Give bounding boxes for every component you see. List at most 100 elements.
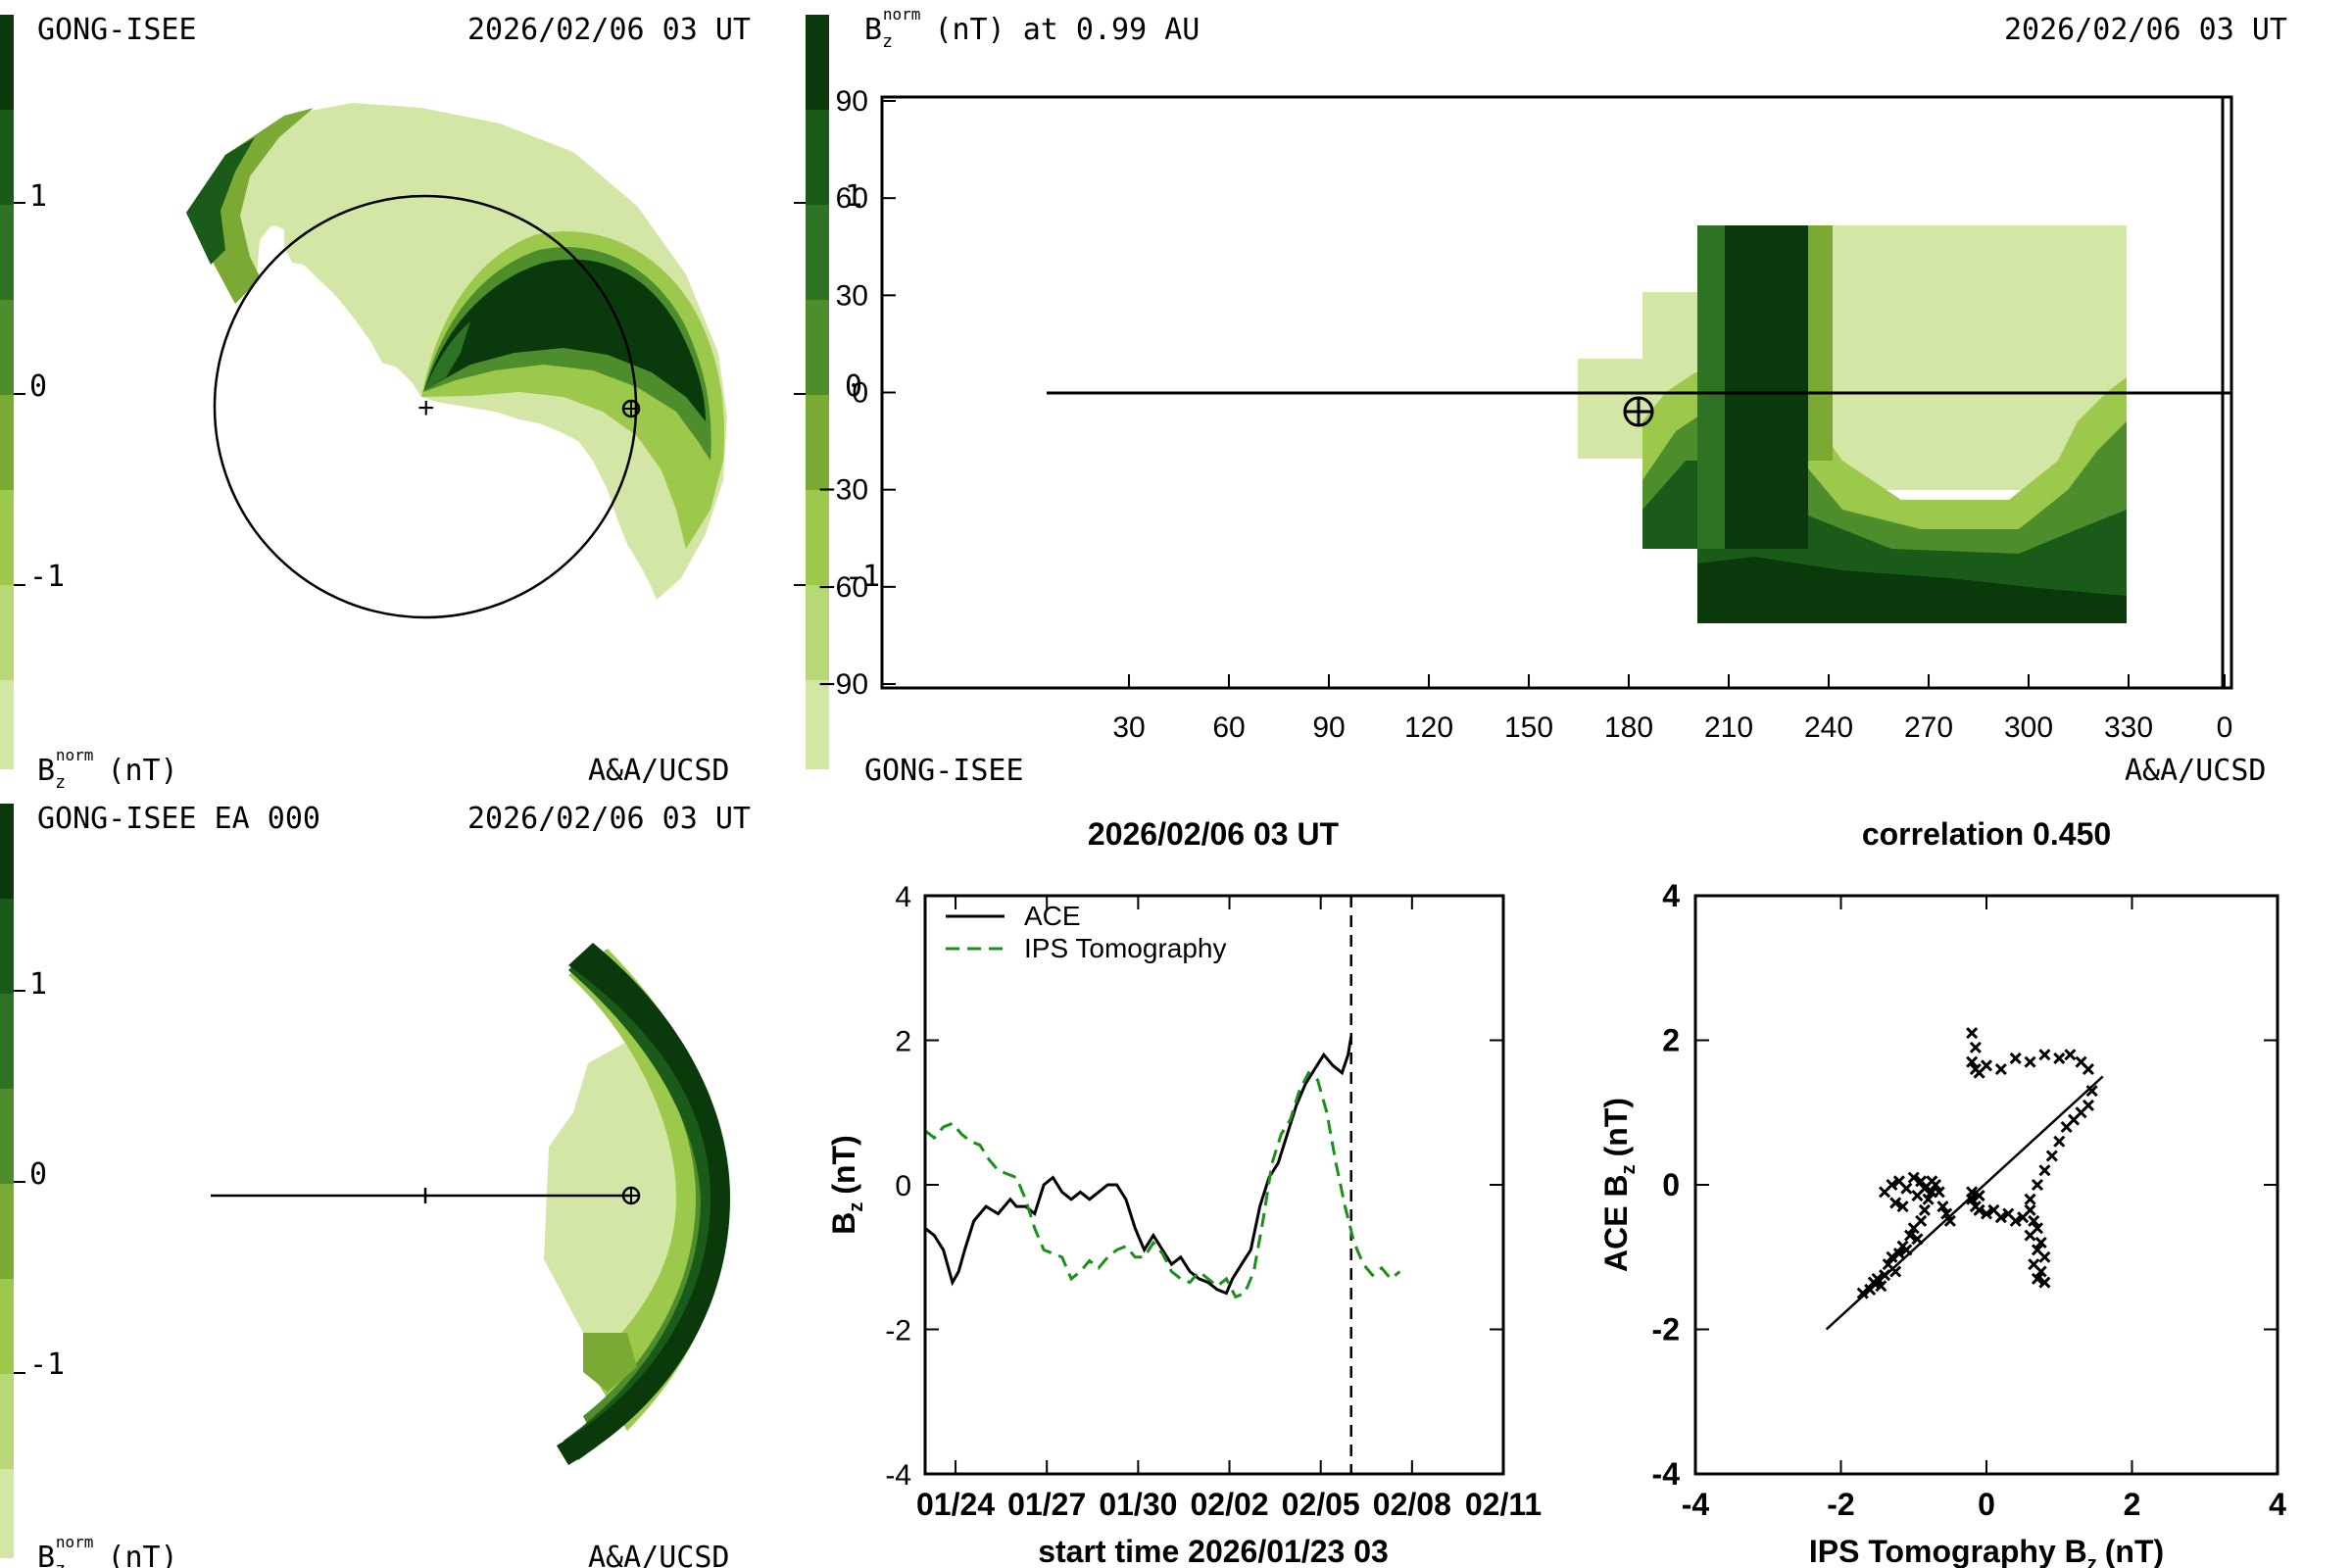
earth-marker [621,1186,641,1205]
scatter-point [1886,1178,1898,1192]
colorbar-seg-1 [0,1374,14,1469]
x-tick-label: 01/27 [1007,1487,1086,1522]
scatter-point [1966,1186,1979,1199]
colorbar-seg-4 [0,1089,14,1184]
chart-title: correlation 0.450 [1862,816,2111,852]
y-tick-label: 2 [895,1026,911,1058]
panel-ecliptic-view: 1 0 -1 GONG-ISEE 2026/02/06 03 UT Bznorm… [0,13,751,793]
panel-meridional-view: 1 0 -1 GONG-ISEE EA 000 2026/02/06 03 UT… [0,802,751,1568]
scatter-point [1856,1287,1869,1299]
scatter-point [2024,1229,2036,1242]
panel-footer-right: A&A/UCSD [588,754,730,788]
scatter-point [1911,1233,1924,1246]
scatter-point [2053,1135,2066,1148]
map-bottom-deep [1697,557,2127,623]
scatter-point [1911,1189,1924,1202]
panel-title-right: 2026/02/06 03 UT [2004,13,2287,47]
colorbar-seg-7 [0,15,14,110]
scatter-point [2024,1193,2036,1205]
panel-title-left: GONG-ISEE [37,13,197,47]
scatter-point [2031,1272,2044,1285]
colorbar-tick-1: 1 [845,179,862,214]
map-column-mid [1808,225,1833,461]
scatter-point [1892,1247,1905,1260]
series-line-ace [925,1036,1353,1296]
colorbar-label: Bznorm(nT) [37,1533,178,1568]
x-axis-label: start time 2026/01/23 03 [1038,1534,1389,1568]
scatter-point [2045,1150,2058,1162]
colorbar-tick-1: 1 [29,967,47,1002]
scatter-point [2009,1052,2022,1065]
scatter-point [1889,1265,1902,1278]
earth-marker [621,399,641,418]
colorbar-seg-1 [806,585,829,680]
scatter-point [1889,1197,1902,1209]
scatter-point [1943,1214,1956,1227]
scatter-point [1994,1211,2007,1224]
scatter-point [2034,1236,2047,1250]
y-tick-label: 4 [895,881,911,913]
y-tick-label: 4 [1662,878,1680,913]
scatter-point [2075,1055,2087,1068]
earth-orbit-circle [213,194,638,619]
x-tick-label: 2 [2124,1487,2141,1522]
scatter-point [1900,1182,1913,1195]
x-tick-label: 4 [2269,1487,2286,1522]
y-tick-label: −90 [818,668,868,701]
inner-arc-band-edge [424,321,470,390]
panel-title-right: 2026/02/06 03 UT [467,13,751,47]
x-tick-label: 90 [1312,711,1345,744]
scatter-point [1886,1250,1898,1263]
colorbar-tick-minus1: -1 [29,1348,65,1382]
timeseries-axes: 4 2 0 -2 -401/24 01/27 01/30 02/02 02/05 02/08 02/… [885,881,1542,1522]
scatter-point [1936,1200,1949,1213]
colorbar-tick-0: 0 [29,1157,47,1192]
scatter-point [2031,1244,2044,1256]
scatter-point [1864,1283,1877,1297]
scatter-point [1940,1207,1953,1220]
x-tick-label: 01/24 [916,1487,995,1522]
scatter-point [2064,1049,2077,1061]
scatter-point [1875,1280,1887,1293]
y-axis-ticks: 90 60 30 0 −30 −60 −90 [818,85,896,701]
colorbar-tick-0: 0 [845,369,862,404]
colorbar-seg-6 [0,110,14,205]
colorbar-seg-0 [0,680,14,769]
scatter-point [1907,1171,1920,1184]
scatter-point [1966,1055,1979,1068]
scatter-point [1918,1203,1931,1216]
scatter-point [1973,1203,1985,1216]
scatter-point [2038,1164,2051,1177]
scatter-point [1966,1027,1979,1040]
colorbar-latlon: 1 0 -1 [794,15,880,769]
colorbar-seg-3 [806,395,829,490]
legend: ACE IPS Tomography [946,901,1227,963]
y-tick-label: 0 [852,377,868,410]
colorbar-tick-0: 0 [29,369,47,404]
colorbar-seg-1 [0,585,14,680]
x-tick-label: 30 [1112,711,1145,744]
x-tick-label: 01/30 [1099,1487,1177,1522]
colorbar-seg-5 [0,994,14,1089]
scatter-point [1980,1207,1993,1220]
y-tick-label: 0 [1662,1167,1680,1202]
y-tick-label: -4 [885,1459,911,1492]
x-tick-label: 180 [1604,711,1653,744]
colorbar-seg-2 [0,490,14,585]
colorbar-seg-0 [0,1469,14,1558]
y-tick-label: −60 [818,571,868,604]
y-tick-label: 30 [836,279,868,312]
panel-title-left: Bznorm (nT) at 0.99 AU [864,5,1200,52]
meridional-field-map [211,943,730,1465]
scatter-point [2028,1258,2040,1271]
colorbar-tick-minus1: -1 [29,560,65,594]
x-tick-label: 330 [2104,711,2153,744]
x-tick-label: 300 [2004,711,2053,744]
y-axis-label: Bz(nT) [826,1135,867,1235]
meridional-edge-step [583,1333,637,1392]
colorbar-ecliptic: 1 0 -1 [0,15,65,769]
scatter-point [1969,1062,1982,1076]
scatter-point [2031,1178,2044,1192]
colorbar-seg-7 [0,804,14,899]
